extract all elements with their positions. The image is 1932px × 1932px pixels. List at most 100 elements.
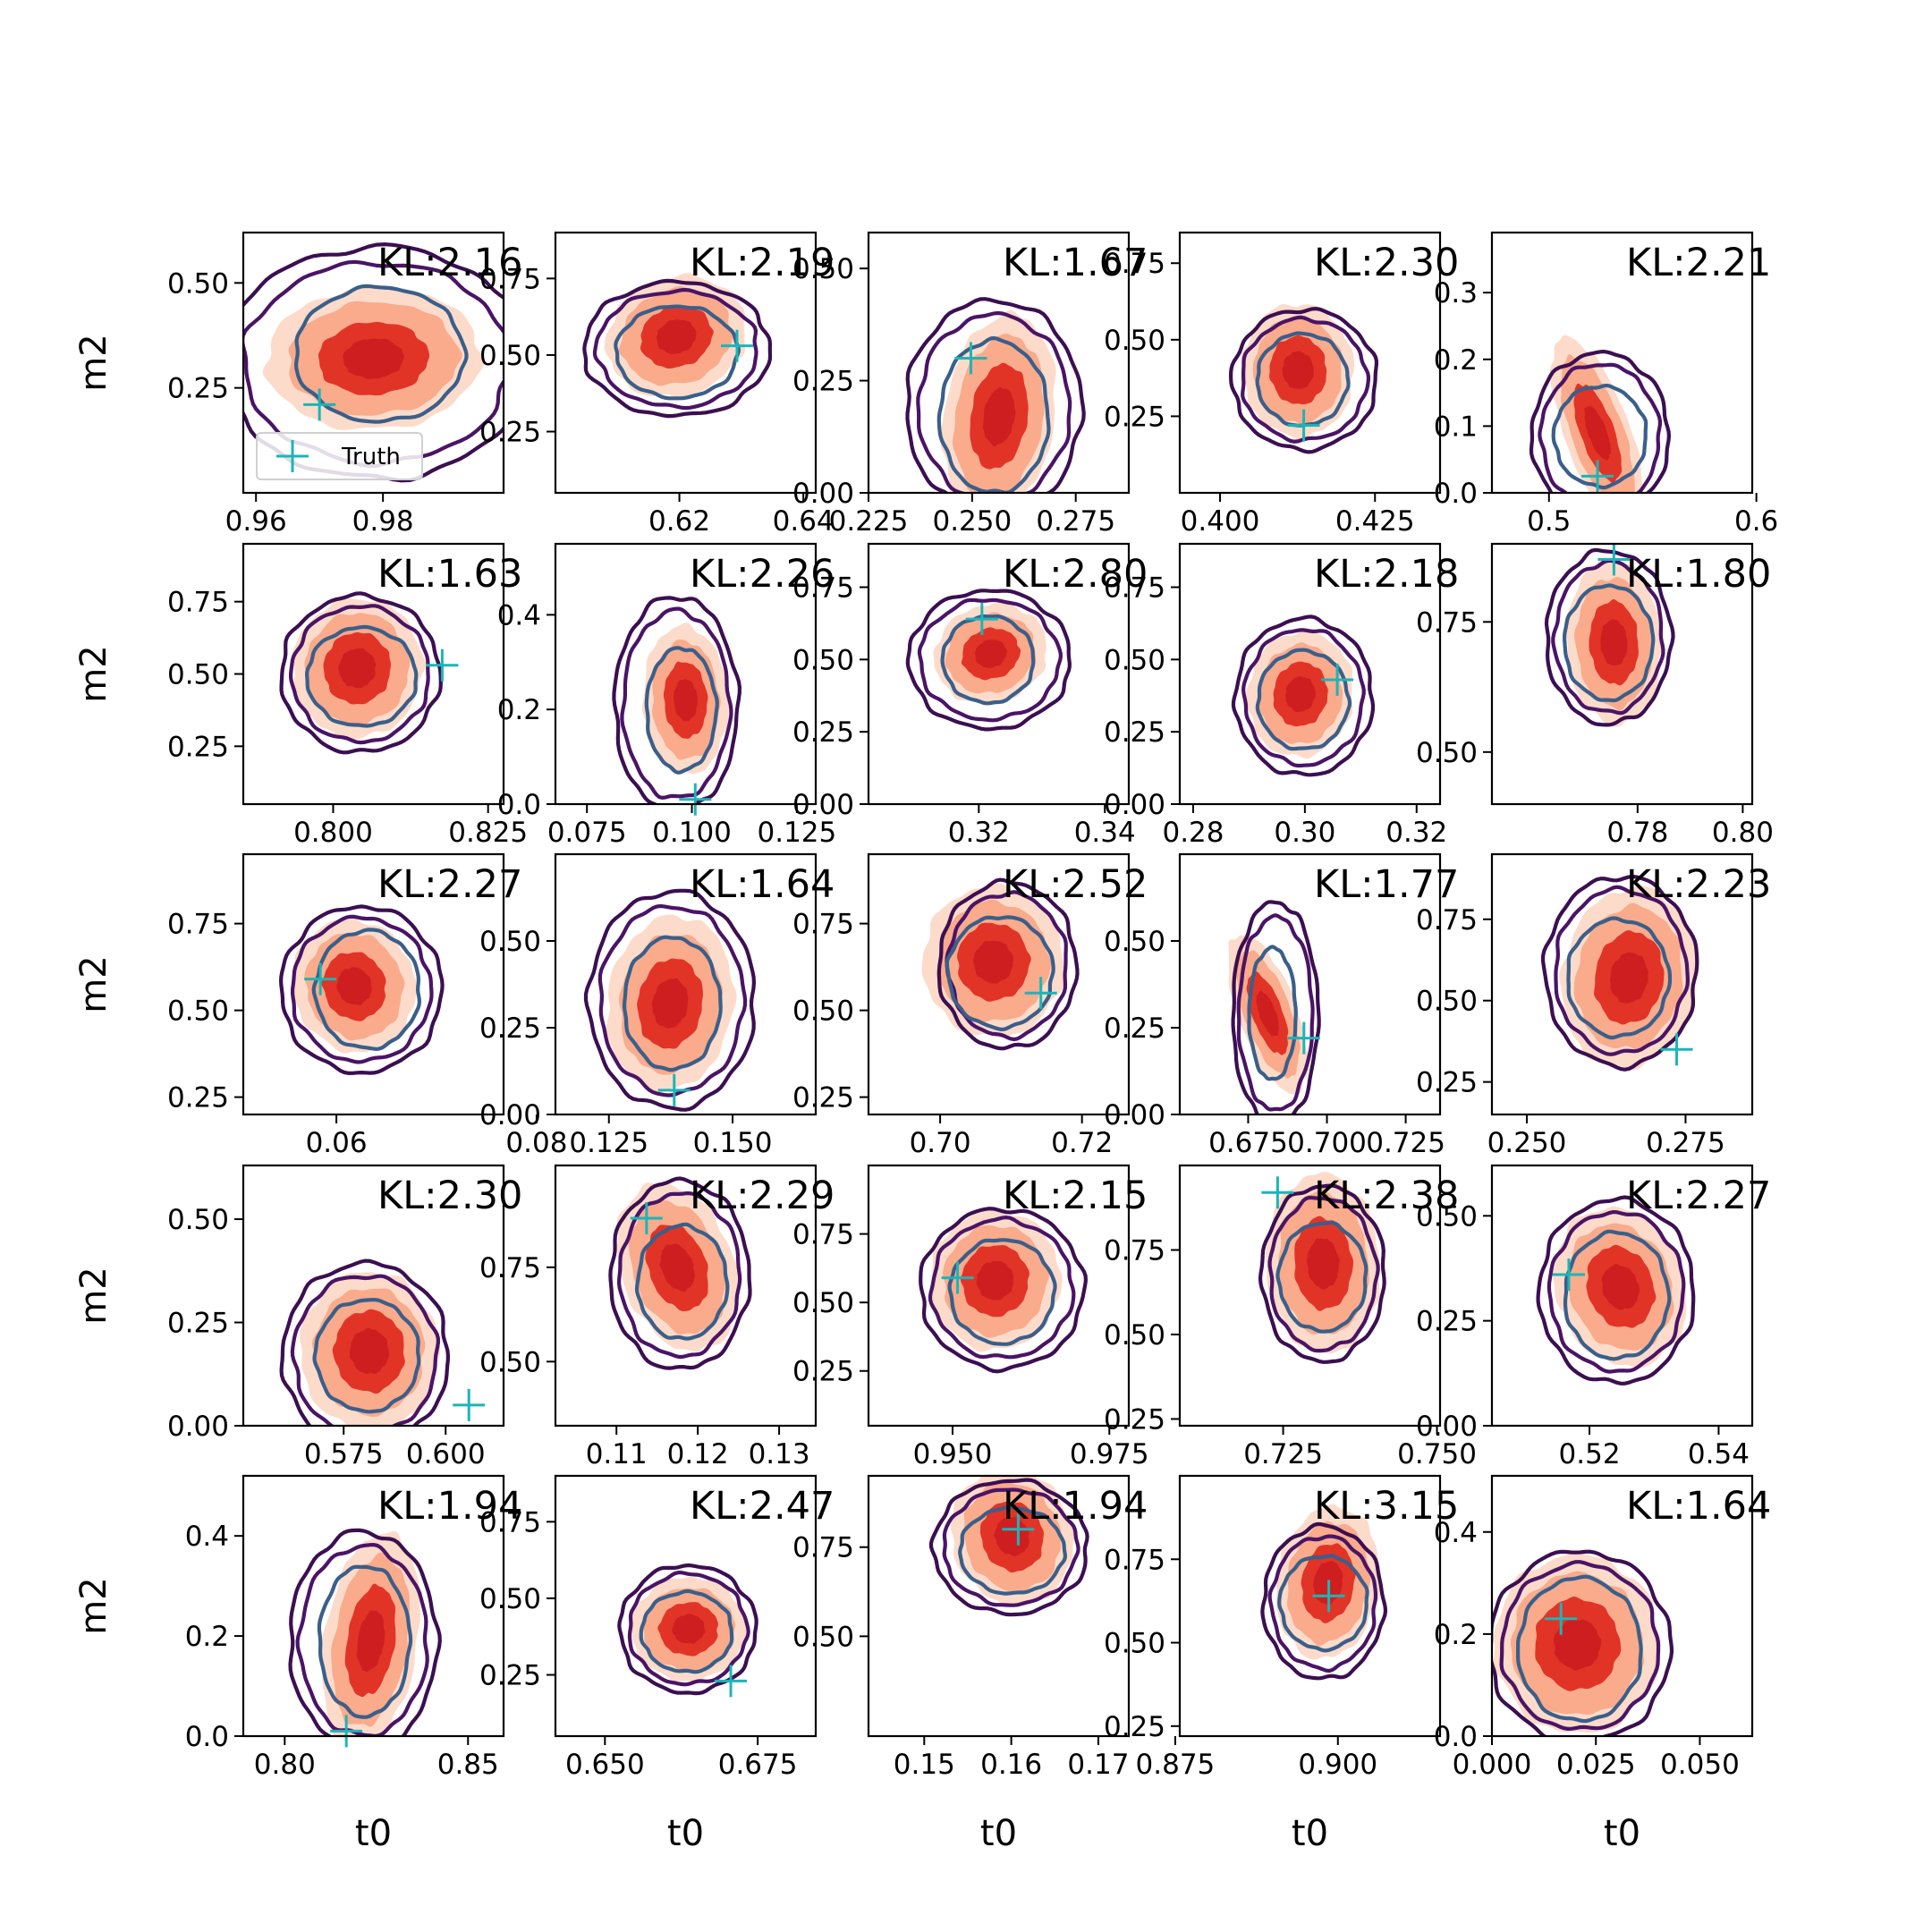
contour-middle	[291, 914, 434, 1064]
y-axis-label: m2	[73, 645, 114, 702]
contour-outer	[905, 589, 1072, 732]
axes-frame	[1490, 1474, 1754, 1738]
panel-25: 0.000 0.025 0.050 0.0 0.2 0.4 KL:1.64 t0	[1434, 1474, 1771, 1854]
contour-inner	[1247, 945, 1298, 1081]
x-tick-label: 0.15	[894, 1749, 955, 1781]
plot-area	[1492, 1549, 1674, 1736]
axes-frame	[1490, 542, 1754, 806]
axes-frame	[867, 1474, 1131, 1738]
y-tick-label: 0.25	[792, 366, 854, 398]
x-tick-label: 0.28	[1162, 817, 1224, 849]
plot-area	[288, 1528, 442, 1736]
axes-frame	[554, 1474, 818, 1738]
x-tick-label: 0.72	[1051, 1127, 1113, 1159]
kl-annotation: KL:2.16	[377, 241, 522, 285]
axes-frame	[242, 852, 505, 1116]
axes-frame	[1178, 852, 1442, 1116]
contour-inner	[644, 646, 719, 775]
y-tick-label: 0.1	[1434, 411, 1478, 443]
contour-inner	[1566, 916, 1673, 1040]
kl-annotation: KL:2.21	[1626, 241, 1771, 285]
kl-annotation: KL:2.52	[1003, 862, 1148, 907]
y-tick-label: 0.25	[1104, 1013, 1165, 1045]
contour-inner	[1275, 1220, 1368, 1334]
panel-11: 0.06 0.08 0.25 0.50 0.75 KL:2.27 m2	[73, 852, 567, 1159]
contour-outer	[928, 1478, 1089, 1617]
contour-outer	[583, 888, 757, 1112]
density-fill-level-4	[972, 940, 1014, 984]
x-tick-label: 0.100	[652, 817, 732, 849]
x-axis-label: t0	[1604, 1813, 1640, 1854]
density-fill-level-4	[1307, 1238, 1340, 1290]
truth-marker	[954, 342, 987, 375]
x-tick-label: 0.725	[1366, 1127, 1445, 1159]
kl-annotation: KL:1.63	[377, 552, 522, 597]
x-tick-label: 0.13	[749, 1438, 810, 1470]
x-tick-label: 0.150	[693, 1127, 773, 1159]
contour-middle	[295, 1542, 429, 1736]
y-tick-label: 0.25	[479, 1013, 541, 1045]
x-tick-label: 0.950	[913, 1438, 993, 1470]
truth-marker	[1287, 1021, 1320, 1055]
x-tick-label: 0.225	[829, 505, 909, 538]
kl-annotation: KL:2.30	[377, 1174, 522, 1218]
contour-inner	[947, 1238, 1057, 1346]
contour-middle	[917, 597, 1063, 723]
y-tick-label: 0.50	[167, 1204, 229, 1236]
truth-marker	[1261, 1176, 1294, 1209]
panel-17: 0.11 0.12 0.13 0.50 0.75 KL:2.29	[479, 1164, 835, 1470]
truth-marker	[426, 648, 459, 682]
plot-area	[278, 904, 445, 1076]
plot-area	[582, 273, 773, 419]
panel-15: 0.250 0.275 0.25 0.50 0.75 KL:2.23	[1416, 852, 1771, 1159]
axes-frame	[1178, 542, 1442, 806]
y-tick-label: 0.75	[479, 1506, 541, 1538]
plot-area	[279, 591, 443, 755]
y-tick-label: 0.2	[1434, 1619, 1478, 1651]
panel-16: 0.575 0.600 0.00 0.25 0.50 KL:2.30 m2	[73, 1164, 522, 1470]
axes-frame	[1490, 231, 1754, 495]
density-fill-level-4	[1610, 952, 1648, 1004]
y-tick-label: 0.00	[1104, 1099, 1165, 1131]
axes-frame	[242, 1164, 505, 1428]
x-tick-label: 0.250	[1487, 1127, 1567, 1159]
contour-outer	[1536, 1195, 1696, 1385]
x-tick-label: 0.80	[1712, 817, 1774, 849]
x-tick-label: 0.80	[254, 1749, 316, 1781]
contour-inner	[634, 1222, 730, 1341]
x-tick-label: 0.075	[547, 817, 627, 849]
density-fill-level-4	[976, 1260, 1013, 1301]
x-axis-label: t0	[980, 1813, 1017, 1854]
contour-outer	[617, 1563, 758, 1696]
kl-annotation: KL:2.29	[690, 1174, 835, 1218]
x-tick-label: 0.875	[1136, 1749, 1216, 1781]
y-tick-label: 0.50	[479, 926, 541, 958]
contour-inner	[936, 335, 1051, 493]
plot-area	[1536, 1195, 1696, 1385]
y-axis-label: m2	[73, 1267, 114, 1324]
x-tick-label: 0.275	[1036, 505, 1115, 538]
contour-outer	[1260, 1521, 1388, 1681]
panel-20: 0.52 0.54 0.00 0.25 0.50 KL:2.27	[1416, 1164, 1771, 1470]
plot-area	[921, 877, 1080, 1051]
contour-outer	[1228, 306, 1378, 454]
x-tick-label: 0.250	[932, 505, 1012, 538]
kl-annotation: KL:2.19	[690, 241, 835, 285]
kl-annotation: KL:1.64	[1626, 1484, 1771, 1529]
y-tick-label: 0.25	[1416, 1067, 1478, 1099]
kl-annotation: KL:2.27	[1626, 1174, 1771, 1218]
y-tick-label: 0.25	[167, 731, 229, 763]
y-tick-label: 0.25	[1104, 401, 1165, 433]
axes-frame	[1490, 1164, 1754, 1428]
x-tick-label: 0.275	[1646, 1127, 1725, 1159]
kl-annotation: KL:1.80	[1626, 552, 1771, 597]
panel-1: 0.96 0.98 0.25 0.50 KL:2.16 m2 Truth	[73, 231, 522, 538]
x-tick-label: 0.96	[225, 505, 287, 538]
x-tick-label: 0.34	[1074, 817, 1136, 849]
contour-inner	[1563, 1229, 1672, 1361]
density-fill-level-4	[1256, 990, 1279, 1037]
legend: Truth	[256, 432, 423, 480]
x-tick-label: 0.11	[586, 1438, 648, 1470]
truth-marker	[1321, 663, 1354, 696]
plot-area	[612, 596, 742, 804]
